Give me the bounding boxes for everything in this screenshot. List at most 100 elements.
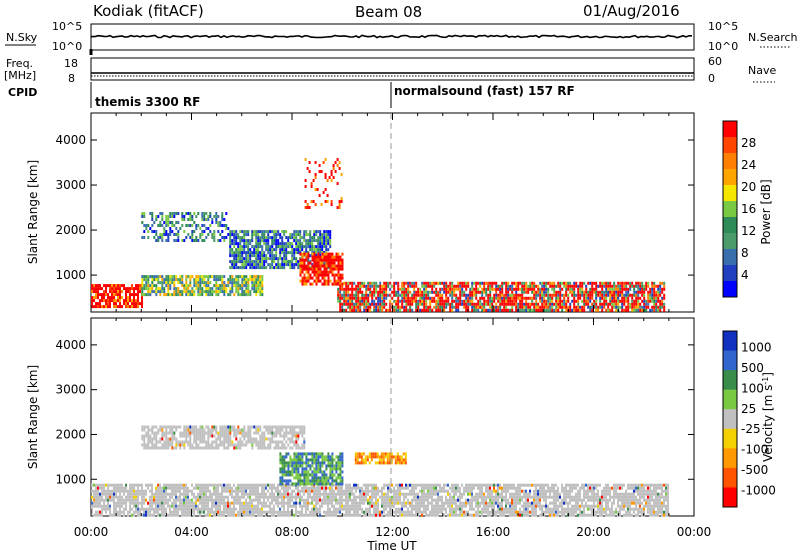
echo-cell bbox=[337, 489, 339, 493]
echo-cell bbox=[533, 281, 536, 285]
echo-cell bbox=[397, 299, 400, 303]
colorbar-tick-label: 20 bbox=[741, 180, 756, 194]
echo-cell bbox=[233, 501, 235, 505]
echo-cell bbox=[523, 290, 526, 294]
echo-cell bbox=[157, 287, 160, 291]
echo-cell bbox=[317, 230, 320, 234]
echo-cell bbox=[453, 299, 456, 303]
echo-cell bbox=[399, 287, 402, 291]
echo-cell bbox=[169, 278, 172, 282]
echo-cell bbox=[301, 489, 303, 493]
echo-cell bbox=[419, 287, 422, 291]
echo-cell bbox=[359, 284, 362, 288]
echo-cell bbox=[449, 501, 451, 505]
echo-cell bbox=[613, 290, 616, 294]
echo-cell bbox=[499, 302, 502, 306]
echo-cell bbox=[503, 495, 505, 499]
echo-cell bbox=[643, 290, 646, 294]
echo-cell bbox=[107, 483, 109, 487]
echo-cell bbox=[441, 489, 443, 493]
echo-cell bbox=[643, 492, 645, 496]
echo-cell bbox=[525, 504, 527, 508]
echo-cell bbox=[455, 492, 457, 496]
echo-cell bbox=[427, 284, 430, 288]
echo-cell bbox=[535, 299, 538, 303]
echo-cell bbox=[169, 221, 172, 224]
echo-cell bbox=[511, 281, 514, 285]
echo-cell bbox=[303, 276, 306, 280]
echo-cell bbox=[493, 501, 495, 505]
echo-cell bbox=[137, 284, 139, 288]
echo-cell bbox=[371, 483, 373, 487]
echo-cell bbox=[239, 257, 242, 261]
echo-cell bbox=[145, 287, 148, 291]
echo-cell bbox=[255, 504, 257, 508]
echo-cell bbox=[103, 492, 105, 496]
echo-cell bbox=[543, 495, 545, 499]
echo-cell bbox=[173, 278, 176, 282]
echo-cell bbox=[593, 504, 595, 508]
echo-cell bbox=[503, 483, 505, 487]
echo-cell bbox=[171, 212, 174, 215]
echo-cell bbox=[303, 498, 305, 502]
echo-cell bbox=[647, 293, 650, 297]
echo-cell bbox=[339, 279, 342, 283]
echo-cell bbox=[321, 492, 323, 496]
echo-cell bbox=[415, 495, 417, 499]
echo-cell bbox=[573, 498, 575, 502]
echo-cell bbox=[155, 489, 157, 493]
echo-cell bbox=[631, 302, 634, 306]
echo-cell bbox=[319, 239, 322, 243]
echo-cell bbox=[601, 492, 603, 496]
echo-cell bbox=[331, 270, 334, 274]
echo-cell bbox=[321, 258, 324, 262]
echo-cell bbox=[493, 495, 495, 499]
echo-cell bbox=[391, 504, 393, 508]
echo-cell bbox=[165, 293, 168, 297]
echo-cell bbox=[631, 486, 633, 490]
echo-cell bbox=[279, 263, 282, 267]
echo-cell bbox=[323, 273, 326, 277]
echo-cell bbox=[301, 504, 303, 508]
echo-cell bbox=[443, 504, 445, 508]
echo-cell bbox=[365, 305, 368, 309]
echo-cell bbox=[205, 281, 208, 285]
echo-cell bbox=[497, 492, 499, 496]
echo-cell bbox=[435, 498, 437, 502]
echo-cell bbox=[369, 501, 371, 505]
echo-cell bbox=[343, 308, 346, 312]
echo-cell bbox=[331, 282, 334, 286]
echo-cell bbox=[345, 486, 347, 490]
echo-cell bbox=[595, 293, 598, 297]
echo-cell bbox=[429, 290, 432, 294]
echo-cell bbox=[659, 504, 661, 508]
echo-cell bbox=[623, 302, 626, 306]
echo-cell bbox=[531, 504, 533, 508]
echo-cell bbox=[235, 236, 238, 240]
echo-cell bbox=[623, 498, 625, 502]
echo-cell bbox=[299, 252, 302, 256]
echo-cell bbox=[109, 489, 111, 493]
echo-cell bbox=[253, 507, 255, 511]
echo-cell bbox=[215, 483, 217, 487]
echo-cell bbox=[181, 215, 184, 218]
echo-cell bbox=[497, 486, 499, 490]
echo-cell bbox=[343, 287, 346, 291]
echo-cell bbox=[203, 495, 205, 499]
echo-cell bbox=[533, 293, 536, 297]
echo-cell bbox=[527, 305, 530, 309]
echo-cell bbox=[209, 212, 212, 215]
echo-cell bbox=[259, 257, 262, 261]
echo-cell bbox=[229, 254, 232, 258]
echo-cell bbox=[117, 299, 119, 303]
echo-cell bbox=[569, 486, 571, 490]
echo-cell bbox=[307, 507, 309, 511]
echo-cell bbox=[575, 299, 578, 303]
echo-cell bbox=[117, 305, 119, 309]
echo-cell bbox=[397, 489, 399, 493]
echo-cell bbox=[577, 287, 580, 291]
echo-cell bbox=[649, 299, 652, 303]
echo-cell bbox=[349, 504, 351, 508]
echo-cell bbox=[523, 284, 526, 288]
echo-cell bbox=[311, 248, 314, 252]
